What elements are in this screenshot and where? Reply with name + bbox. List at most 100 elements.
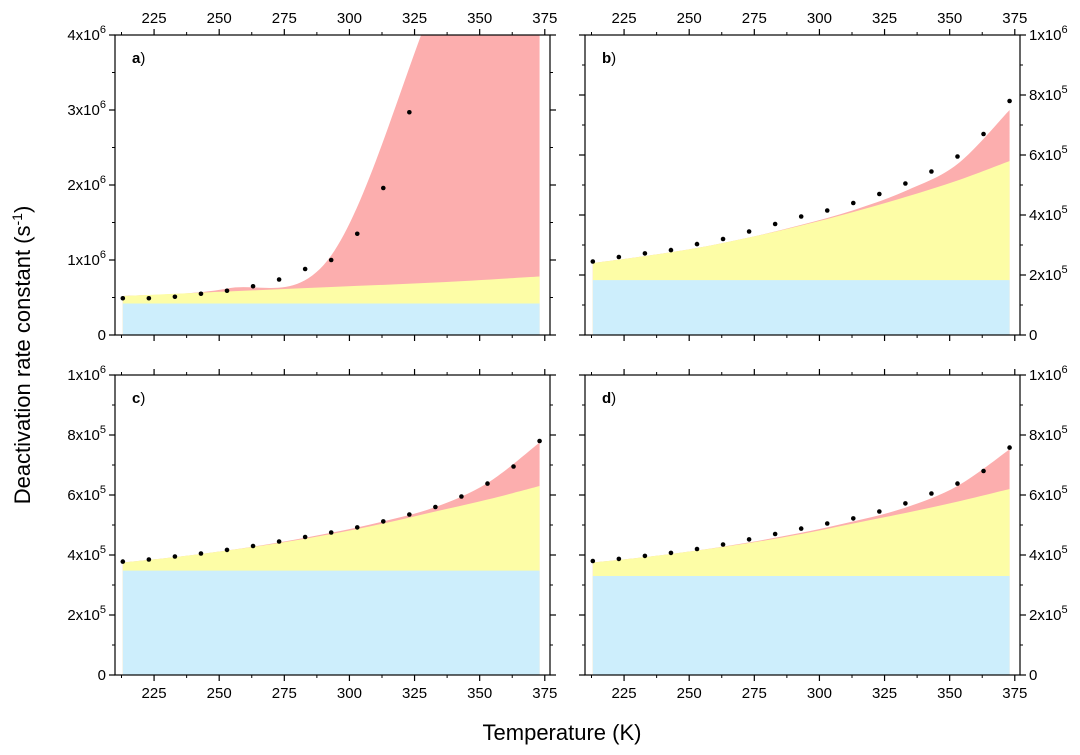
data-point-b-4 [668, 247, 674, 253]
panel-label-d: d) [602, 390, 616, 407]
y-tick-label-b-4: 8x105 [1029, 84, 1068, 104]
data-point-d-17 [1007, 445, 1012, 450]
x-tick-label-d-325: 325 [872, 685, 897, 702]
data-point-b-13 [903, 181, 908, 186]
x-tick-label-top-a-300: 300 [337, 10, 362, 27]
data-point-a-10 [354, 231, 360, 237]
y-tick-label-d-5: 1x106 [1029, 364, 1068, 384]
panels: 225 250 275 300 325 350 375 0 1x106 2x106 3x106 4x1… [67, 10, 1068, 702]
region-base-d [592, 576, 1010, 675]
x-tick-label-d-350: 350 [937, 685, 962, 702]
region-base-b [592, 280, 1010, 335]
data-point-b-6 [720, 236, 726, 242]
panel-label-a: a) [132, 50, 145, 67]
data-point-d-2 [616, 556, 622, 562]
y-tick-label-c-1: 2x105 [67, 604, 106, 624]
y-tick-label-b-3: 6x105 [1029, 144, 1068, 164]
data-point-a-9 [328, 257, 334, 263]
data-point-d-10 [824, 521, 830, 526]
plot-area-c [120, 438, 542, 675]
x-tick-label-top-b-275: 275 [742, 10, 767, 27]
data-point-c-4 [198, 551, 204, 556]
x-tick-label-d-275: 275 [742, 685, 767, 702]
y-axis-title: Deactivation rate constant (s-1) [9, 206, 35, 505]
data-point-c-2 [146, 557, 152, 562]
x-tick-label-top-b-350: 350 [937, 10, 962, 27]
data-point-a-7 [276, 277, 282, 282]
data-point-d-9 [798, 526, 804, 531]
data-point-d-1 [590, 558, 596, 564]
data-point-b-2 [616, 254, 622, 260]
y-tick-label-d-2: 4x105 [1029, 544, 1068, 564]
data-point-c-13 [433, 504, 438, 510]
data-point-b-3 [642, 251, 648, 256]
data-point-c-7 [276, 539, 282, 544]
x-tick-label-d-250: 250 [677, 685, 702, 702]
data-point-b-14 [929, 169, 934, 174]
data-point-a-2 [146, 295, 152, 301]
y-tick-label-a-2: 2x106 [67, 174, 106, 194]
y-tick-label-a-0: 0 [98, 327, 106, 344]
panel-b: 225 250 275 300 325 350 375 0 2x105 4x105 6x105 8x1… [579, 10, 1068, 344]
y-tick-label-d-1: 2x105 [1029, 604, 1068, 624]
x-tick-label-top-a-225: 225 [142, 10, 167, 27]
data-point-d-7 [746, 537, 752, 542]
data-point-b-5 [694, 241, 700, 247]
x-tick-label-top-b-225: 225 [612, 10, 637, 27]
x-tick-label-c-275: 275 [272, 685, 297, 702]
data-point-d-6 [720, 542, 726, 547]
panel-label-b: b) [602, 50, 616, 67]
y-tick-label-b-0: 0 [1029, 327, 1037, 344]
data-point-d-11 [850, 516, 856, 521]
data-point-c-8 [302, 534, 308, 540]
data-point-d-4 [668, 550, 674, 556]
x-tick-label-top-b-325: 325 [872, 10, 897, 27]
data-point-b-15 [955, 154, 960, 159]
data-point-c-16 [511, 464, 516, 469]
x-tick-label-top-b-250: 250 [677, 10, 702, 27]
plot-area-a [120, 35, 540, 335]
y-tick-label-b-5: 1x106 [1029, 24, 1068, 44]
data-point-c-12 [407, 512, 412, 517]
y-tick-label-a-1: 1x106 [67, 249, 106, 269]
y-tick-label-a-3: 3x106 [67, 99, 106, 119]
x-tick-label-c-300: 300 [337, 685, 362, 702]
data-point-d-15 [955, 481, 960, 486]
data-point-d-16 [981, 468, 986, 474]
data-point-a-12 [407, 109, 412, 115]
y-tick-label-c-2: 4x105 [67, 544, 106, 564]
x-tick-label-d-225: 225 [612, 685, 637, 702]
region-base-a [122, 303, 540, 335]
x-tick-label-top-b-300: 300 [807, 10, 832, 27]
data-point-c-5 [224, 547, 230, 553]
data-point-a-8 [302, 266, 308, 272]
plot-area-d [590, 445, 1012, 675]
data-point-b-16 [981, 131, 986, 137]
data-point-c-10 [354, 525, 360, 530]
data-point-a-4 [198, 291, 204, 297]
data-point-c-11 [380, 519, 386, 524]
y-tick-label-b-2: 4x105 [1029, 204, 1068, 224]
x-tick-label-top-a-275: 275 [272, 10, 297, 27]
x-tick-label-d-375: 375 [1002, 685, 1027, 702]
data-point-b-12 [877, 191, 882, 197]
y-tick-label-c-0: 0 [98, 667, 106, 684]
x-tick-label-top-a-250: 250 [207, 10, 232, 27]
x-tick-label-top-a-350: 350 [467, 10, 492, 27]
x-axis-title: Temperature (K) [483, 720, 642, 745]
plot-area-b [590, 98, 1012, 335]
y-tick-label-b-1: 2x105 [1029, 264, 1068, 284]
data-point-a-6 [250, 283, 256, 289]
x-tick-label-c-375: 375 [532, 685, 557, 702]
panel-a: 225 250 275 300 325 350 375 0 1x106 2x106 3x106 4x1… [67, 10, 557, 344]
data-point-d-13 [903, 501, 908, 506]
data-point-c-15 [485, 481, 490, 486]
y-tick-label-d-4: 8x105 [1029, 424, 1068, 444]
x-tick-label-top-a-375: 375 [532, 10, 557, 27]
data-point-a-1 [120, 295, 126, 301]
data-point-b-10 [824, 208, 830, 213]
data-point-c-1 [120, 559, 126, 564]
data-point-b-9 [798, 214, 804, 219]
